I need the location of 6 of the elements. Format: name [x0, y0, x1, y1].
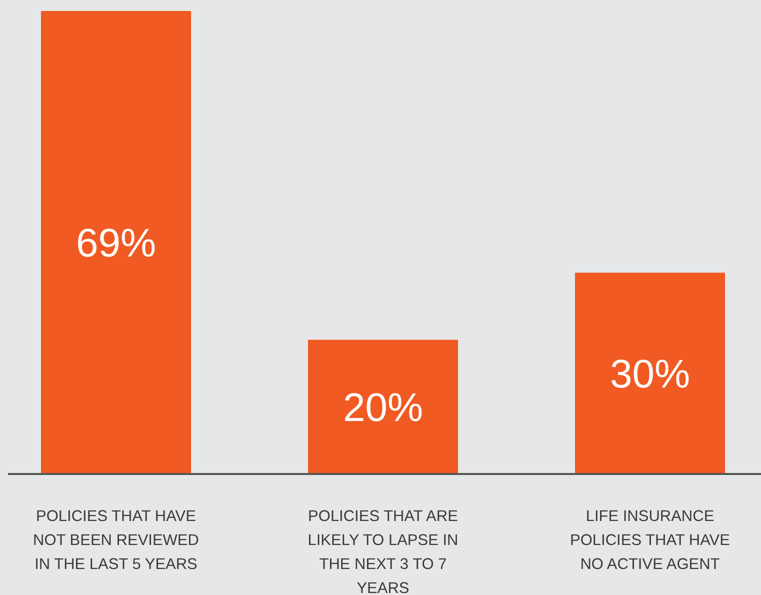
x-tick-label: LIFE INSURANCE POLICIES THAT HAVE NO ACTIVE AGENT: [570, 508, 730, 573]
data-label: 69%: [76, 222, 156, 266]
x-tick-label: POLICIES THAT ARE LIKELY TO LAPSE IN THE NEXT 3 TO 7 YEARS: [308, 508, 458, 595]
data-label: 20%: [342, 386, 424, 430]
data-label: 30%: [610, 352, 690, 396]
x-tick-label: POLICIES THAT HAVE NOT BEEN REVIEWED IN THE LAST 5 YEARS: [33, 508, 199, 573]
